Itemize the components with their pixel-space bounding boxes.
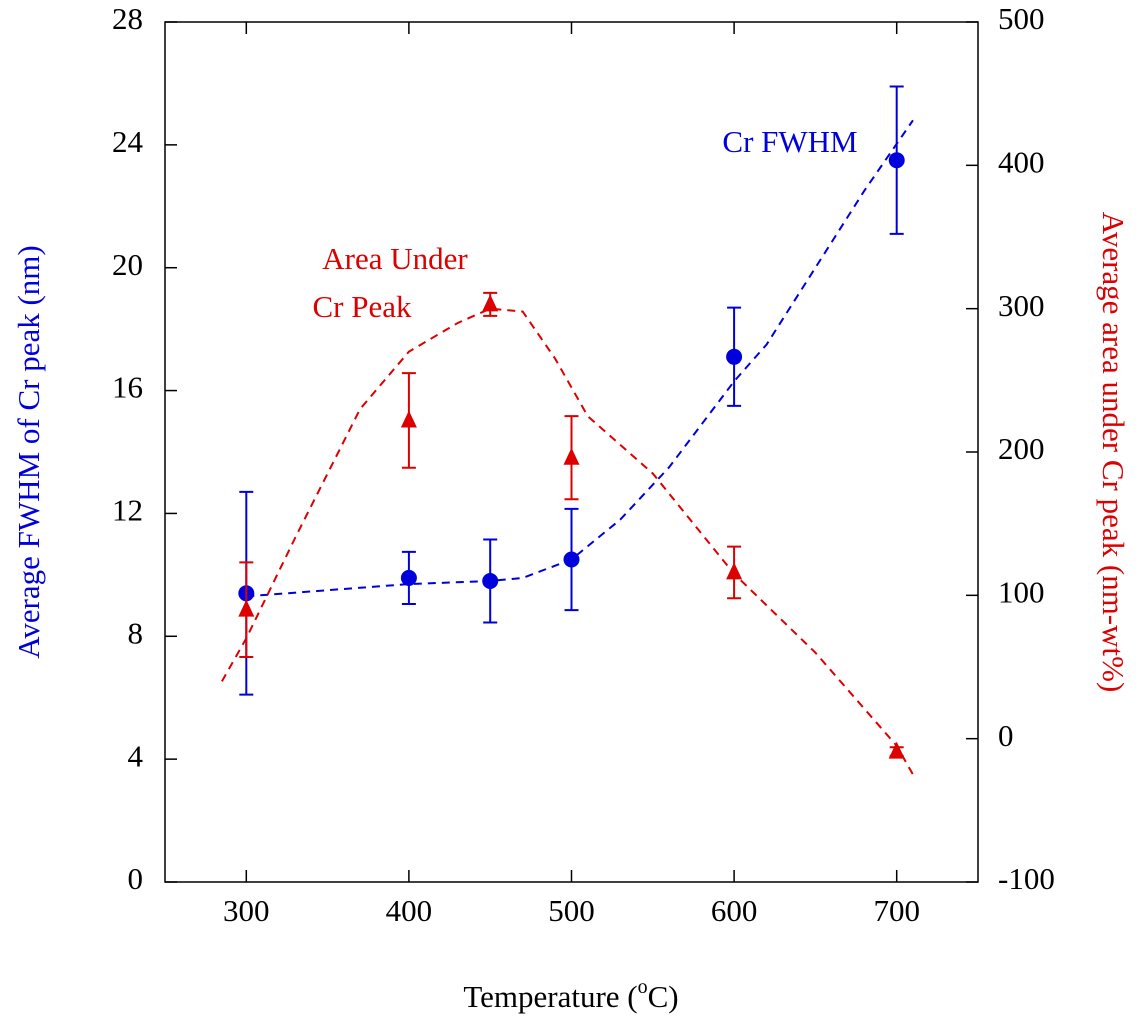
y2-tick-label: 400 [998,144,1045,179]
y2-tick-label: 0 [998,718,1014,753]
y2-axis-label: Average area under Cr peak (nm-wt%) [1096,212,1131,693]
x-axis-label: Temperature (oC) [463,976,678,1015]
x-tick-label: 500 [548,893,595,928]
data-point [726,562,743,580]
data-point [888,741,905,759]
x-tick-label: 400 [386,893,433,928]
y-tick-label: 8 [128,615,144,650]
data-point [888,152,905,169]
annotation: Cr Peak [312,289,412,324]
x-label-part: Temperature ( [463,979,637,1014]
y-axis-label: Average FWHM of Cr peak (nm) [11,245,46,659]
data-point [482,294,499,312]
data-point [400,410,417,428]
y-tick-label: 24 [112,124,144,159]
fit-line [246,119,914,598]
y2-tick-label: 100 [998,574,1045,609]
y-tick-label: 0 [128,861,144,896]
y-tick-label: 20 [112,247,143,282]
x-tick-label: 700 [873,893,920,928]
data-point [400,569,417,586]
y2-tick-label: 500 [998,1,1045,36]
data-point [238,599,255,617]
y-tick-label: 4 [128,738,144,773]
data-point [563,551,580,568]
annotation: Cr FWHM [722,124,857,159]
x-label-part: C) [648,979,679,1014]
y2-tick-label: 200 [998,431,1045,466]
x-tick-label: 300 [223,893,270,928]
data-point [726,348,743,365]
y-tick-label: 16 [112,370,143,405]
data-point [482,573,499,589]
fit-line [221,307,914,775]
y2-tick-label: -100 [998,861,1055,896]
y-tick-label: 28 [112,1,143,36]
x-label-part: o [638,976,648,998]
x-tick-label: 600 [711,893,758,928]
y-tick-label: 12 [112,493,143,528]
data-point [563,447,580,465]
y2-tick-label: 300 [998,288,1045,323]
annotation: Area Under [322,241,468,276]
